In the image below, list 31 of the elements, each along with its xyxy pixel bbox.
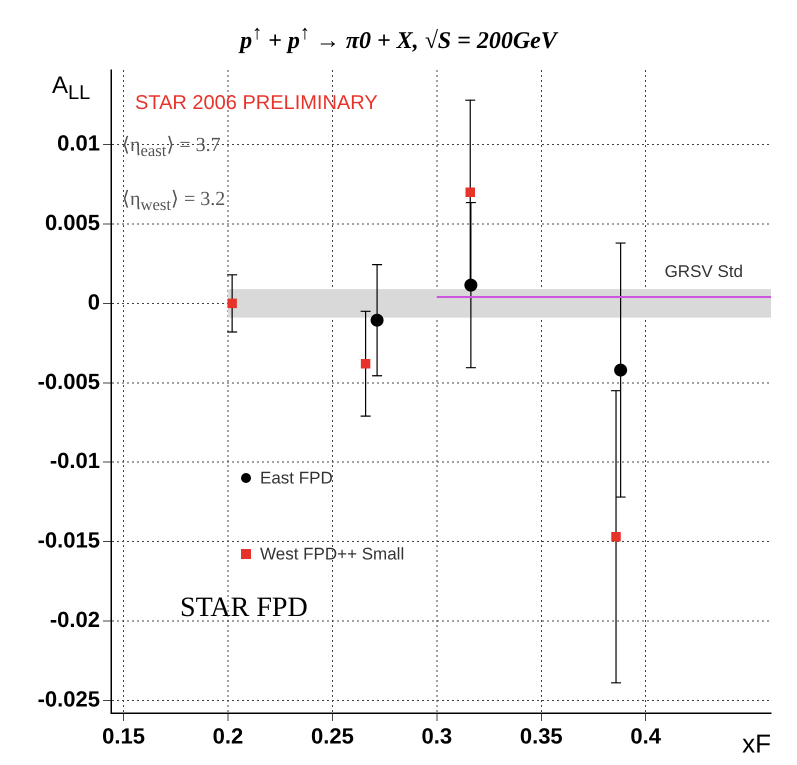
chart-title: p$^{↑}$ + p$^{↑}$ → π0 + X, √S = 200GeV — [238, 22, 560, 55]
point — [611, 532, 621, 542]
point — [360, 358, 370, 368]
y-tick-label: -0.025 — [38, 686, 100, 712]
x-axis-title: xF — [742, 728, 771, 759]
point — [227, 298, 237, 308]
annotation: STAR 2006 PRELIMINARY — [135, 92, 378, 115]
y-tick-label: 0.005 — [44, 210, 100, 236]
y-tick-label: -0.02 — [50, 606, 100, 632]
point — [464, 278, 478, 292]
x-tick-label: 0.4 — [630, 723, 662, 748]
y-tick-label: -0.005 — [38, 368, 100, 394]
point — [370, 314, 384, 327]
annotation: STAR FPD — [180, 592, 308, 624]
x-tick-label: 0.15 — [102, 723, 145, 748]
annotation: ⟨η$_{east}$⟩ = 3.7 — [122, 133, 221, 161]
y-axis-title: A$_{LL}$ — [52, 72, 90, 105]
y-tick-label: -0.01 — [50, 448, 100, 474]
y-tick-label: 0.01 — [57, 130, 100, 156]
legend-label: East FPD — [260, 468, 333, 488]
annotation: ⟨η$_{west}$⟩ = 3.2 — [122, 187, 226, 215]
x-tick-label: 0.25 — [310, 723, 354, 748]
series-label: GRSV Std — [664, 262, 743, 282]
x-tick-label: 0.3 — [422, 723, 452, 748]
x-tick-label: 0.2 — [212, 723, 244, 748]
point — [466, 188, 475, 197]
y-tick-label: 0 — [88, 289, 100, 314]
point — [614, 364, 628, 377]
y-tick-label: -0.015 — [38, 528, 100, 553]
x-tick-label: 0.35 — [520, 723, 563, 748]
legend-label: West FPD++ Small — [260, 544, 404, 564]
